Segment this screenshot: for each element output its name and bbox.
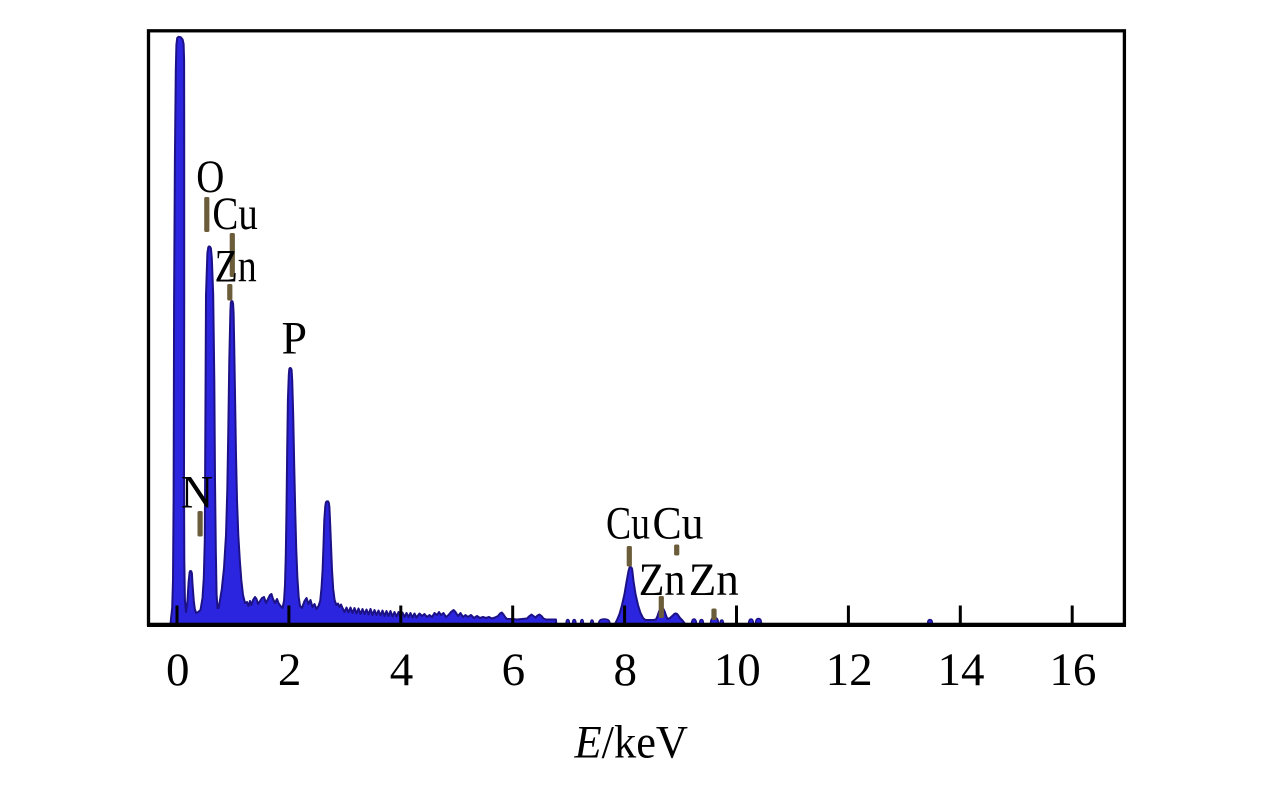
svg-text:Zn: Zn bbox=[215, 241, 257, 293]
svg-text:16: 16 bbox=[1049, 644, 1096, 696]
svg-text:12: 12 bbox=[826, 644, 873, 696]
svg-text:Zn: Zn bbox=[639, 554, 686, 606]
svg-text:O: O bbox=[196, 151, 224, 203]
svg-text:0: 0 bbox=[166, 644, 190, 696]
svg-text:N: N bbox=[181, 467, 213, 519]
svg-text:10: 10 bbox=[714, 644, 761, 696]
svg-text:Cu: Cu bbox=[653, 497, 704, 549]
svg-text:E/keV: E/keV bbox=[574, 717, 688, 769]
svg-text:6: 6 bbox=[502, 644, 526, 696]
svg-text:4: 4 bbox=[390, 644, 414, 696]
svg-text:8: 8 bbox=[614, 644, 638, 696]
svg-text:P: P bbox=[282, 312, 308, 364]
svg-text:Cu: Cu bbox=[606, 497, 650, 549]
svg-text:2: 2 bbox=[278, 644, 302, 696]
svg-text:Cu: Cu bbox=[212, 188, 257, 240]
svg-text:14: 14 bbox=[938, 644, 985, 696]
svg-text:Zn: Zn bbox=[689, 554, 739, 606]
